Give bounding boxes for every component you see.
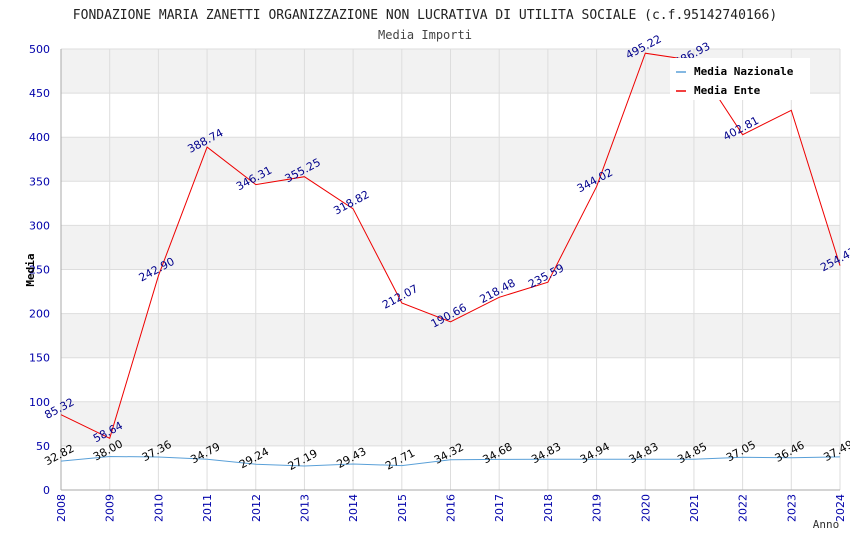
y-tick-label: 350: [29, 175, 50, 188]
y-axis-label: Media: [24, 253, 37, 286]
y-tick-label: 500: [29, 43, 50, 56]
x-tick-label: 2012: [250, 494, 263, 522]
x-tick-label: 2017: [493, 494, 506, 522]
y-tick-label: 150: [29, 352, 50, 365]
x-tick-label: 2021: [688, 494, 701, 522]
y-tick-label: 250: [29, 264, 50, 277]
legend-label-media-ente: Media Ente: [694, 84, 761, 97]
x-tick-label: 2013: [298, 494, 311, 522]
x-tick-label: 2018: [542, 494, 555, 522]
legend-box: [670, 58, 810, 100]
legend-label-media-nazionale: Media Nazionale: [694, 65, 794, 78]
y-tick-label: 400: [29, 131, 50, 144]
x-tick-label: 2020: [639, 494, 652, 522]
x-tick-label: 2008: [55, 494, 68, 522]
y-tick-label: 200: [29, 308, 50, 321]
x-axis-ticks: 2008 2009 2010 2011 2012 2013 2014 2015 2016 2017…: [55, 494, 847, 522]
x-tick-label: 2023: [785, 494, 798, 522]
x-tick-label: 2014: [347, 494, 360, 522]
chart-subtitle: Media Importi: [378, 28, 472, 42]
y-tick-label: 300: [29, 219, 50, 232]
x-tick-label: 2022: [737, 494, 750, 522]
y-tick-label: 450: [29, 87, 50, 100]
legend: Media Nazionale Media Ente: [670, 58, 810, 100]
chart-title: FONDAZIONE MARIA ZANETTI ORGANIZZAZIONE …: [73, 8, 777, 23]
y-tick-label: 0: [43, 484, 50, 497]
x-tick-label: 2015: [396, 494, 409, 522]
x-tick-label: 2019: [591, 494, 604, 522]
grid-lines: [60, 48, 841, 491]
x-tick-label: 2016: [445, 494, 458, 522]
y-tick-label: 100: [29, 396, 50, 409]
x-axis-label: Anno: [813, 518, 840, 531]
x-tick-label: 2011: [201, 494, 214, 522]
x-tick-label: 2024: [834, 494, 847, 522]
x-tick-label: 2009: [104, 494, 117, 522]
y-tick-label: 50: [36, 440, 50, 453]
y-axis-ticks: 0 50 100 150 200 250 300 350 400 450 500: [29, 43, 50, 497]
x-tick-label: 2010: [152, 494, 165, 522]
series-line: [60, 455, 841, 467]
